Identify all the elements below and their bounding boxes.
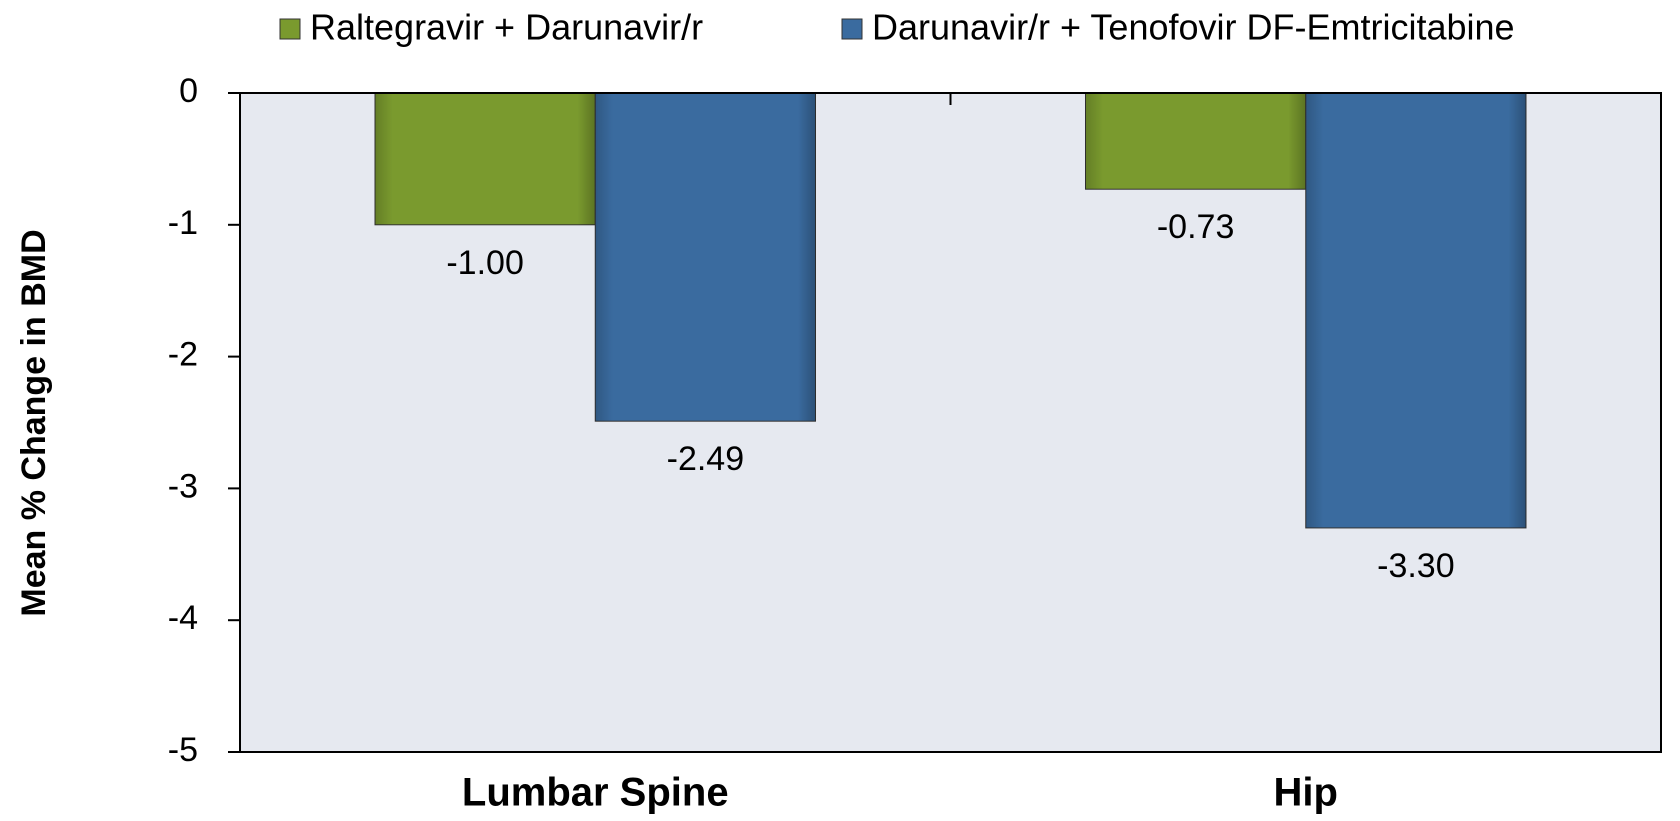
x-tick-label: Lumbar Spine bbox=[462, 771, 729, 815]
value-label: -0.73 bbox=[1157, 208, 1235, 246]
y-axis-label: Mean % Change in BMD bbox=[15, 229, 53, 616]
bar-shade bbox=[374, 93, 596, 225]
y-tick-label: -3 bbox=[168, 467, 198, 505]
value-label: -2.49 bbox=[667, 440, 745, 478]
bar-shade bbox=[1085, 93, 1306, 190]
y-tick-label: 0 bbox=[179, 72, 198, 110]
y-tick-label: -1 bbox=[168, 204, 198, 242]
bar-shade bbox=[1305, 93, 1527, 528]
bar-shade bbox=[595, 93, 816, 422]
legend-label: Darunavir/r + Tenofovir DF-Emtricitabine bbox=[872, 7, 1515, 48]
value-label: -3.30 bbox=[1377, 547, 1455, 585]
y-tick-label: -4 bbox=[168, 599, 198, 637]
y-tick-label: -2 bbox=[168, 336, 198, 374]
y-tick-label: -5 bbox=[168, 731, 198, 769]
legend-swatch bbox=[279, 18, 301, 40]
legend-label: Raltegravir + Darunavir/r bbox=[310, 7, 703, 48]
value-label: -1.00 bbox=[446, 244, 524, 282]
plot-border bbox=[239, 92, 1662, 753]
legend-swatch bbox=[841, 18, 863, 40]
x-tick-label: Hip bbox=[1274, 771, 1338, 815]
